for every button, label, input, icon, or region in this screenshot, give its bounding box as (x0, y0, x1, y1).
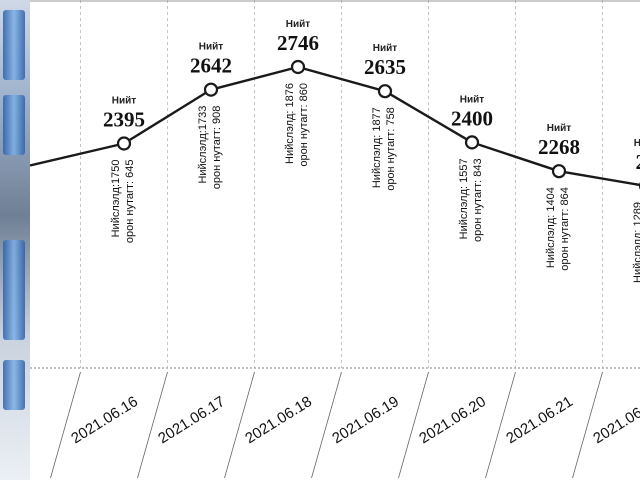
data-point (203, 82, 219, 97)
capital-count-label: Нийслэлд: 1404 (545, 187, 557, 268)
rural-count-label: орон нутагт: 864 (559, 187, 571, 271)
capital-count-label: Нийслэлд: 1557 (458, 158, 470, 239)
date-band-divider (572, 371, 603, 479)
rural-count-label: орон нутагт: 860 (298, 83, 310, 167)
rural-count-label: орон нутагт: 908 (211, 106, 223, 190)
date-tick-label: 2021.06.17 (155, 393, 228, 447)
capital-count-label: Нийслэлд:1733 (197, 106, 209, 184)
date-band-divider (224, 371, 255, 479)
total-word-label: Нийт (286, 19, 311, 30)
capital-count-label: Нийслэлд:1750 (110, 160, 122, 238)
total-value-label: 2642 (190, 54, 232, 78)
total-word-label: Нийт (112, 96, 137, 107)
total-value-label: 2395 (103, 108, 145, 132)
capital-count-label: Нийслэлд: 1876 (284, 83, 296, 164)
rural-count-label: орон нутагт: 758 (385, 107, 397, 191)
date-tick-label: 2021.06.19 (329, 393, 402, 447)
capital-count-label: Нийслэлд: 1877 (371, 107, 383, 188)
capital-count-label: Нийслэлд: 1289 (632, 202, 640, 283)
date-band-divider (485, 371, 516, 479)
total-word-label: Нийт (460, 94, 485, 105)
date-tick-label: 2021.06.20 (416, 393, 489, 447)
total-value-label: 2746 (277, 31, 319, 55)
total-word-label: Нийт (634, 138, 640, 149)
series-line (30, 65, 640, 187)
date-tick-label: 2021.06.21 (503, 393, 576, 447)
total-value-label: 2268 (538, 135, 580, 159)
vaccine-photo (0, 0, 31, 480)
date-band-divider (398, 371, 429, 479)
date-band-divider (311, 371, 342, 479)
total-word-label: Нийт (547, 123, 572, 134)
chart-area: Нийт 2395 Нийслэлд:1750 орон нутагт: 645 202… (30, 0, 640, 480)
total-value-label: 2635 (364, 55, 406, 79)
date-band-divider (50, 371, 81, 479)
data-point (377, 84, 393, 99)
data-point (464, 135, 480, 150)
date-tick-label: 2021.06.18 (242, 393, 315, 447)
total-value-label: 22 (636, 150, 640, 174)
data-point (551, 164, 567, 179)
date-band-divider (137, 371, 168, 479)
total-word-label: Нийт (199, 42, 224, 53)
data-point (290, 59, 306, 75)
total-word-label: Нийт (373, 43, 398, 54)
rural-count-label: орон нутагт: 645 (124, 160, 136, 244)
rural-count-label: орон нутагт: 843 (472, 158, 484, 242)
date-tick-label: 2021.06.16 (68, 393, 141, 447)
total-value-label: 2400 (451, 106, 493, 130)
date-tick-label: 2021.06.22 (590, 393, 640, 447)
data-point (116, 136, 132, 151)
